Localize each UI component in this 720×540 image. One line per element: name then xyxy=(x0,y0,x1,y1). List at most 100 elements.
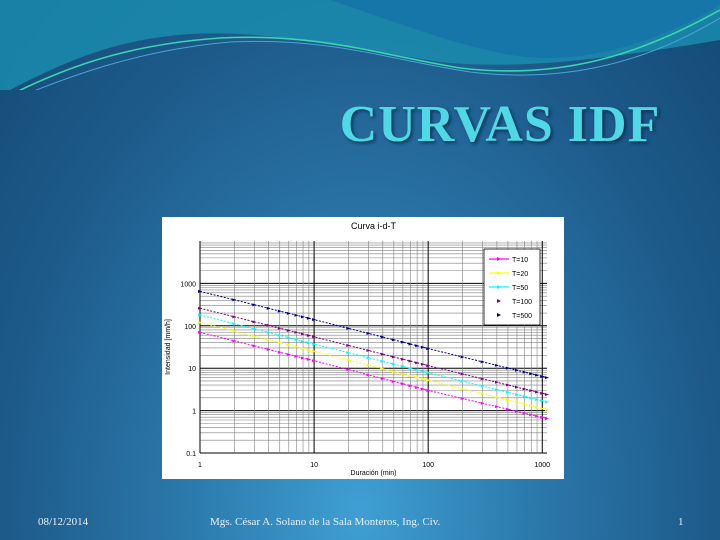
data-point-marker xyxy=(420,369,425,373)
data-point-marker xyxy=(366,331,371,335)
data-point-marker xyxy=(514,393,519,397)
x-tick-label: 1000 xyxy=(534,462,550,469)
y-tick-label: 1000 xyxy=(180,281,196,288)
x-tick-label: 10 xyxy=(310,462,318,469)
data-point-marker xyxy=(391,370,396,374)
legend-label: T=500 xyxy=(512,313,532,320)
data-point-marker xyxy=(380,335,385,339)
data-point-marker xyxy=(286,328,291,332)
footer-author: Mgs. César A. Solano de la Sala Monteros… xyxy=(210,516,441,528)
data-point-marker xyxy=(380,377,385,381)
data-point-marker xyxy=(494,395,499,399)
data-point-marker xyxy=(312,349,317,353)
idf-chart-plot: Curva i-d-T Duración (min) Intensidad [mm/… xyxy=(165,221,550,477)
data-point-marker xyxy=(494,405,499,409)
data-point-marker xyxy=(366,373,371,377)
data-point-marker xyxy=(286,336,291,340)
data-point-marker xyxy=(252,334,257,338)
data-point-marker xyxy=(545,417,549,421)
data-point-marker xyxy=(294,345,299,349)
data-point-marker xyxy=(408,366,413,370)
header-wave-decoration xyxy=(0,0,720,90)
legend-marker-icon xyxy=(497,313,501,317)
series-line xyxy=(199,307,548,395)
data-point-marker xyxy=(266,338,271,342)
data-point-marker xyxy=(480,360,485,364)
legend-marker-icon xyxy=(497,257,501,261)
data-point-marker xyxy=(266,331,271,335)
data-point-marker xyxy=(505,383,510,387)
data-point-marker xyxy=(494,380,499,384)
data-point-marker xyxy=(480,401,485,405)
data-point-marker xyxy=(408,359,413,363)
data-point-marker xyxy=(426,388,431,392)
legend-label: T=10 xyxy=(512,257,528,264)
data-point-marker xyxy=(514,400,519,404)
data-point-marker xyxy=(540,374,545,378)
data-point-marker xyxy=(198,313,202,317)
data-point-marker xyxy=(232,329,237,333)
data-point-marker xyxy=(415,385,420,389)
data-point-marker xyxy=(400,357,405,361)
data-point-marker xyxy=(312,359,317,363)
data-point-marker xyxy=(252,320,257,324)
data-point-marker xyxy=(391,355,396,359)
data-point-marker xyxy=(366,349,371,353)
legend-label: T=50 xyxy=(512,285,528,292)
data-point-marker xyxy=(294,330,299,334)
data-point-marker xyxy=(514,409,519,413)
data-point-marker xyxy=(480,377,485,381)
data-point-marker xyxy=(529,389,534,393)
data-point-marker xyxy=(426,347,431,351)
data-point-marker xyxy=(426,371,431,375)
data-point-marker xyxy=(545,400,549,404)
data-point-marker xyxy=(312,342,317,346)
data-point-marker xyxy=(380,367,385,371)
data-point-marker xyxy=(426,378,431,382)
data-point-marker xyxy=(301,339,306,343)
data-point-marker xyxy=(529,404,534,408)
data-point-marker xyxy=(277,333,282,337)
data-point-marker xyxy=(460,355,465,359)
data-point-marker xyxy=(522,394,527,398)
data-point-marker xyxy=(252,327,257,331)
data-point-marker xyxy=(391,362,396,366)
data-point-marker xyxy=(286,311,291,315)
data-point-marker xyxy=(426,364,431,368)
x-tick-label: 100 xyxy=(422,462,434,469)
data-point-marker xyxy=(480,384,485,388)
legend-marker-icon xyxy=(497,299,501,303)
series-line xyxy=(199,331,548,420)
data-point-marker xyxy=(505,398,510,402)
data-point-marker xyxy=(535,373,540,377)
data-point-marker xyxy=(391,338,396,342)
data-point-marker xyxy=(522,411,527,415)
data-point-marker xyxy=(346,343,351,347)
data-point-marker xyxy=(460,379,465,383)
data-point-marker xyxy=(540,399,545,403)
data-point-marker xyxy=(408,384,413,388)
data-point-marker xyxy=(420,377,425,381)
x-axis-label: Duración (min) xyxy=(351,470,397,477)
data-point-marker xyxy=(306,316,311,320)
legend-marker-icon xyxy=(497,271,501,275)
data-point-marker xyxy=(420,362,425,366)
data-point-marker xyxy=(514,385,519,389)
data-point-marker xyxy=(198,289,202,293)
data-point-marker xyxy=(346,326,351,330)
data-point-marker xyxy=(277,350,282,354)
data-point-marker xyxy=(286,352,291,356)
data-point-marker xyxy=(408,374,413,378)
data-point-marker xyxy=(346,358,351,362)
legend-label: T=20 xyxy=(512,271,528,278)
data-point-marker xyxy=(540,407,545,411)
data-point-marker xyxy=(277,326,282,330)
data-point-marker xyxy=(505,390,510,394)
data-point-marker xyxy=(540,415,545,419)
data-point-marker xyxy=(366,356,371,360)
data-point-marker xyxy=(301,347,306,351)
data-point-marker xyxy=(266,323,271,327)
data-point-marker xyxy=(306,341,311,345)
data-point-marker xyxy=(460,372,465,376)
data-point-marker xyxy=(294,313,299,317)
